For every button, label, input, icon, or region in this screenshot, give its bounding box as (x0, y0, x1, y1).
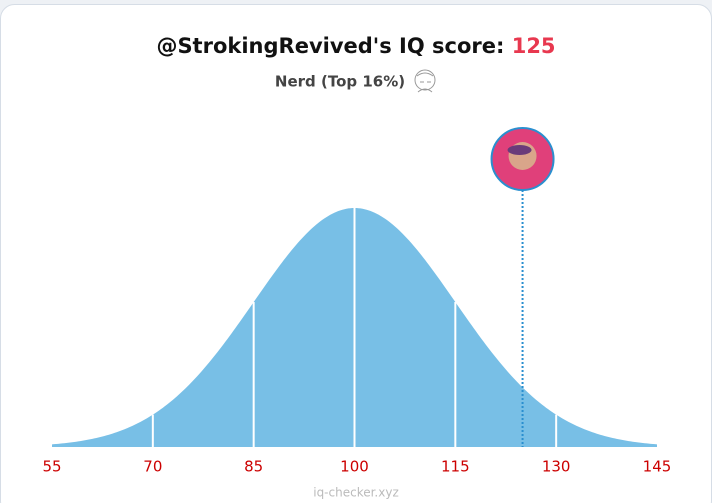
footer: iq-checker.xyz (313, 486, 399, 500)
avatar-glasses (507, 145, 532, 155)
avatar (490, 127, 555, 191)
subtitle: Nerd (Top 16%) (275, 73, 405, 91)
x-tick-label: 55 (42, 458, 61, 476)
x-tick-label: 85 (244, 458, 263, 476)
title-text: @StrokingRevived's IQ score: (156, 34, 504, 58)
chart-title: @StrokingRevived's IQ score: 125 (156, 34, 555, 58)
x-tick-label: 145 (643, 458, 672, 476)
score: 125 (512, 34, 556, 58)
nerd-icon (414, 69, 436, 93)
x-tick-label: 70 (143, 458, 162, 476)
x-tick-label: 115 (441, 458, 470, 476)
x-tick-label: 130 (542, 458, 571, 476)
x-tick-label: 100 (340, 458, 369, 476)
